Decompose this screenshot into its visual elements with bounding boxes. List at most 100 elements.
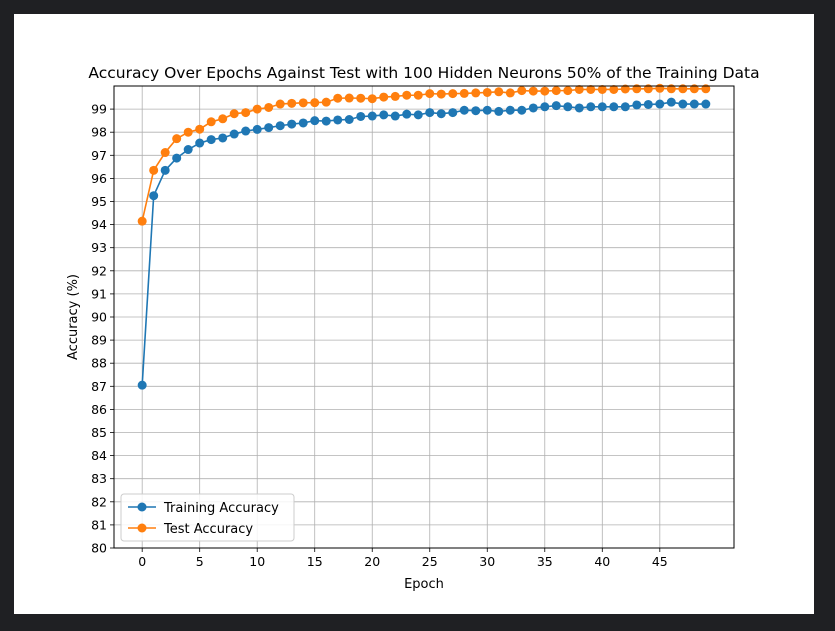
chart-svg: 80 81 82 83 84 85 86 87 88 89 90 91 92 93 94 95 96 97 98 99… bbox=[66, 64, 760, 592]
data-point-training-accuracy bbox=[678, 99, 688, 109]
data-point-training-accuracy bbox=[298, 118, 308, 128]
data-point-test-accuracy bbox=[517, 86, 527, 96]
y-tick-label: 94 bbox=[91, 217, 107, 232]
data-point-training-accuracy bbox=[563, 102, 573, 112]
data-point-test-accuracy bbox=[333, 93, 343, 103]
y-tick-label: 96 bbox=[91, 171, 107, 186]
data-point-training-accuracy bbox=[459, 105, 469, 115]
y-tick-label: 88 bbox=[91, 356, 107, 371]
data-point-training-accuracy bbox=[471, 106, 481, 116]
data-point-test-accuracy bbox=[241, 108, 251, 118]
y-tick-label: 85 bbox=[91, 425, 107, 440]
data-point-training-accuracy bbox=[160, 165, 170, 175]
y-axis-title: Accuracy (%) bbox=[66, 274, 81, 360]
data-point-test-accuracy bbox=[413, 90, 423, 100]
data-point-test-accuracy bbox=[459, 88, 469, 98]
data-point-test-accuracy bbox=[494, 87, 504, 97]
data-point-test-accuracy bbox=[390, 91, 400, 101]
data-point-training-accuracy bbox=[172, 153, 182, 163]
data-point-test-accuracy bbox=[551, 86, 561, 96]
x-tick-label: 20 bbox=[364, 554, 380, 569]
y-tick-label: 95 bbox=[91, 194, 107, 209]
data-point-test-accuracy bbox=[137, 216, 147, 226]
data-point-training-accuracy bbox=[666, 97, 676, 107]
data-point-training-accuracy bbox=[609, 102, 619, 112]
data-point-test-accuracy bbox=[287, 98, 297, 108]
data-point-test-accuracy bbox=[229, 109, 239, 119]
data-point-training-accuracy bbox=[402, 109, 412, 119]
data-point-training-accuracy bbox=[574, 103, 584, 113]
data-point-training-accuracy bbox=[643, 99, 653, 109]
data-point-training-accuracy bbox=[183, 145, 193, 155]
data-point-test-accuracy bbox=[310, 98, 320, 108]
y-tick-label: 81 bbox=[91, 517, 107, 532]
data-point-test-accuracy bbox=[298, 98, 308, 108]
data-point-test-accuracy bbox=[367, 94, 377, 104]
y-tick-label: 91 bbox=[91, 286, 107, 301]
data-point-test-accuracy bbox=[620, 84, 630, 94]
data-point-training-accuracy bbox=[413, 110, 423, 120]
data-point-test-accuracy bbox=[344, 93, 354, 103]
data-point-test-accuracy bbox=[218, 114, 228, 124]
data-point-training-accuracy bbox=[689, 99, 699, 109]
chart-title: Accuracy Over Epochs Against Test with 1… bbox=[88, 64, 759, 82]
data-point-test-accuracy bbox=[356, 93, 366, 103]
y-tick-label: 92 bbox=[91, 263, 107, 278]
y-tick-label: 80 bbox=[91, 541, 107, 556]
data-point-test-accuracy bbox=[206, 117, 216, 127]
data-point-training-accuracy bbox=[586, 102, 596, 112]
y-tick-label: 87 bbox=[91, 379, 107, 394]
x-tick-label: 15 bbox=[307, 554, 323, 569]
data-point-training-accuracy bbox=[448, 108, 458, 118]
y-tick-label: 93 bbox=[91, 240, 107, 255]
x-tick-label: 25 bbox=[422, 554, 438, 569]
x-tick-label: 0 bbox=[138, 554, 146, 569]
data-point-training-accuracy bbox=[632, 100, 642, 110]
y-tick-label: 83 bbox=[91, 471, 107, 486]
data-point-training-accuracy bbox=[701, 99, 711, 109]
y-tick-label: 86 bbox=[91, 402, 107, 417]
x-tick-label: 35 bbox=[537, 554, 553, 569]
data-point-training-accuracy bbox=[505, 105, 515, 115]
data-point-test-accuracy bbox=[183, 127, 193, 137]
y-tick-label: 90 bbox=[91, 310, 107, 325]
y-tick-label: 97 bbox=[91, 148, 107, 163]
data-point-test-accuracy bbox=[321, 97, 331, 107]
legend: Training Accuracy Test Accuracy bbox=[120, 493, 295, 542]
x-axis-title: Epoch bbox=[404, 577, 444, 592]
data-point-test-accuracy bbox=[586, 84, 596, 94]
data-point-test-accuracy bbox=[482, 87, 492, 97]
data-point-test-accuracy bbox=[172, 134, 182, 144]
legend-marker-test bbox=[137, 523, 147, 533]
data-point-test-accuracy bbox=[609, 84, 619, 94]
data-point-training-accuracy bbox=[517, 105, 527, 115]
data-point-training-accuracy bbox=[275, 121, 285, 131]
data-point-training-accuracy bbox=[137, 380, 147, 390]
data-point-training-accuracy bbox=[436, 109, 446, 119]
data-point-test-accuracy bbox=[643, 84, 653, 94]
legend-marker-training bbox=[137, 502, 147, 512]
x-tick-label: 40 bbox=[594, 554, 610, 569]
grid-layer bbox=[114, 86, 734, 549]
data-point-test-accuracy bbox=[448, 89, 458, 99]
data-point-test-accuracy bbox=[701, 84, 711, 94]
data-point-test-accuracy bbox=[402, 90, 412, 100]
x-tick-label: 5 bbox=[196, 554, 204, 569]
data-point-test-accuracy bbox=[655, 83, 665, 93]
data-point-training-accuracy bbox=[218, 133, 228, 143]
legend-label-test: Test Accuracy bbox=[163, 522, 253, 537]
data-point-training-accuracy bbox=[494, 106, 504, 116]
data-point-test-accuracy bbox=[149, 165, 159, 175]
tick-layer: 80 81 82 83 84 85 86 87 88 89 90 91 92 93 94 95 96 97 98 99… bbox=[91, 102, 668, 569]
y-tick-label: 82 bbox=[91, 494, 107, 509]
chart-figure: 80 81 82 83 84 85 86 87 88 89 90 91 92 93 94 95 96 97 98 99… bbox=[14, 14, 814, 614]
legend-box bbox=[120, 493, 295, 542]
data-point-training-accuracy bbox=[597, 102, 607, 112]
data-point-training-accuracy bbox=[367, 111, 377, 121]
data-point-training-accuracy bbox=[206, 135, 216, 145]
series-test-accuracy bbox=[137, 83, 711, 226]
data-point-training-accuracy bbox=[620, 102, 630, 112]
data-point-test-accuracy bbox=[632, 84, 642, 94]
data-point-training-accuracy bbox=[390, 111, 400, 121]
y-tick-label: 84 bbox=[91, 448, 107, 463]
